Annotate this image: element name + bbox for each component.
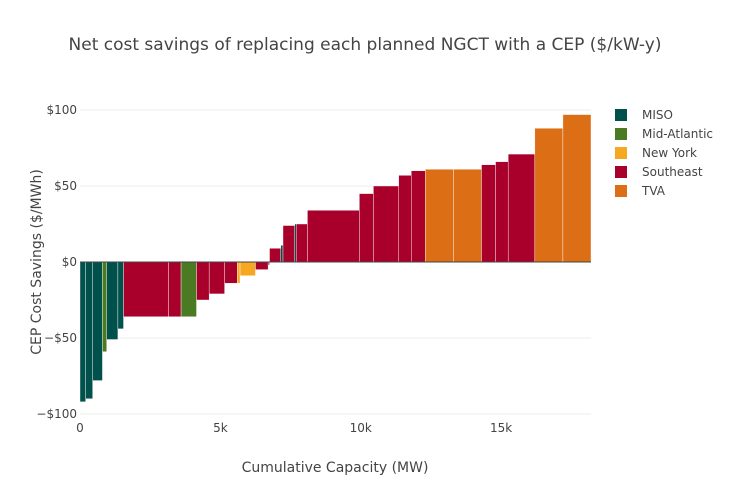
legend-swatch xyxy=(615,147,627,159)
bar-southeast xyxy=(481,164,496,263)
bar-southeast xyxy=(282,225,295,263)
legend-swatch xyxy=(615,128,627,140)
bar-southeast xyxy=(255,261,269,270)
bar-southeast xyxy=(269,248,281,263)
bar-southeast xyxy=(196,261,210,301)
bar-miso xyxy=(79,261,86,403)
legend-item: TVA xyxy=(615,184,666,198)
x-tick-label: 15k xyxy=(490,421,512,435)
bar-southeast xyxy=(359,193,374,263)
bar-miso xyxy=(106,261,119,340)
bar-miso xyxy=(117,261,124,330)
bar-southeast xyxy=(123,261,169,317)
bar-miso xyxy=(280,245,284,263)
legend-swatch xyxy=(615,185,627,197)
y-axis-label: CEP Cost Savings ($/MWh) xyxy=(29,169,45,355)
x-tick-label: 10k xyxy=(350,421,372,435)
bar-tva xyxy=(425,169,454,263)
bar-southeast xyxy=(411,170,426,263)
legend-item: Southeast xyxy=(615,165,703,179)
legend-item: New York xyxy=(615,146,697,160)
bar-southeast xyxy=(208,261,225,295)
legend-label: New York xyxy=(642,146,697,160)
bar-tva xyxy=(453,169,482,263)
bar-southeast xyxy=(295,223,308,263)
legend: MISO Mid-Atlantic New York Southeast TVA xyxy=(615,108,713,198)
bar-tva xyxy=(534,128,564,263)
bar-southeast xyxy=(495,161,509,263)
x-tick-label: 5k xyxy=(213,421,228,435)
bar-southeast xyxy=(224,261,238,284)
legend-swatch xyxy=(615,109,627,121)
y-tick-label: $0 xyxy=(62,255,77,269)
x-axis-label: Cumulative Capacity (MW) xyxy=(242,460,429,476)
legend-item: Mid-Atlantic xyxy=(615,127,713,141)
y-tick-label: $50 xyxy=(54,179,77,193)
legend-label: TVA xyxy=(641,184,666,198)
bar-southeast xyxy=(307,210,360,263)
bar-southeast xyxy=(398,175,412,263)
bar-miso xyxy=(294,223,297,263)
legend-label: Southeast xyxy=(642,165,703,179)
x-tick-label: 0 xyxy=(76,421,84,435)
bar-miso xyxy=(92,261,103,381)
grid-layer xyxy=(80,109,591,415)
bar-southeast xyxy=(373,185,399,263)
bar-miso xyxy=(85,261,93,400)
bar-new-york xyxy=(239,261,256,276)
legend-item: MISO xyxy=(615,108,673,122)
legend-label: Mid-Atlantic xyxy=(642,127,713,141)
bar-mid-atlantic xyxy=(102,261,107,352)
legend-label: MISO xyxy=(642,108,673,122)
legend-swatch xyxy=(615,166,627,178)
bar-layer xyxy=(79,114,592,403)
bar-tva xyxy=(562,114,592,263)
chart-title: Net cost savings of replacing each plann… xyxy=(69,35,662,55)
bar-mid-atlantic xyxy=(180,261,197,317)
bar-southeast xyxy=(507,153,536,263)
y-tick-label: −$50 xyxy=(44,331,77,345)
y-tick-label: −$100 xyxy=(36,407,77,421)
bar-southeast xyxy=(168,261,182,317)
bar-new-york xyxy=(237,261,241,284)
y-tick-label: $100 xyxy=(46,103,77,117)
